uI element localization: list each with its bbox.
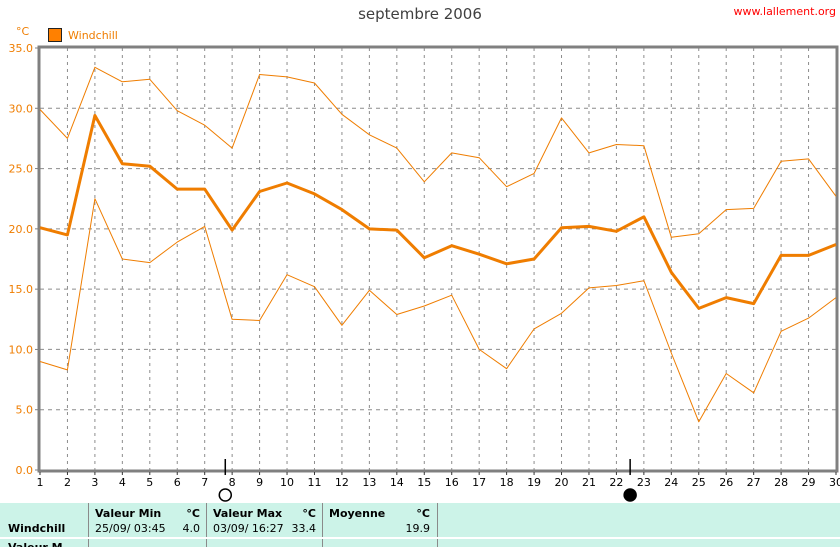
table-divider: [206, 503, 207, 547]
x-axis-tick-label: 6: [174, 476, 181, 489]
valeur-max-value: 33.4: [291, 522, 317, 535]
table-divider: [437, 503, 438, 547]
col-header-unit: °C: [186, 507, 200, 520]
y-axis-unit-label: °C: [16, 25, 30, 38]
x-axis-tick-label: 28: [774, 476, 788, 489]
col-header-valeur-max: Valeur Max: [213, 507, 283, 520]
y-axis-tick-label: 35.0: [9, 42, 34, 55]
x-axis-tick-label: 22: [609, 476, 623, 489]
x-axis-tick-label: 26: [719, 476, 733, 489]
row-label-windchill: Windchill: [8, 522, 66, 535]
x-axis-tick-label: 27: [747, 476, 761, 489]
full-moon-icon: [218, 488, 233, 502]
y-axis-tick-label: 0.0: [16, 464, 34, 477]
x-axis-tick-label: 14: [390, 476, 404, 489]
legend-label: Windchill: [68, 28, 118, 42]
x-axis-tick-label: 11: [307, 476, 321, 489]
y-axis-tick-label: 10.0: [9, 343, 34, 356]
windchill-daily-mean-line: [39, 114, 837, 310]
chart-legend: Windchill: [48, 28, 118, 42]
x-axis-tick-label: 15: [417, 476, 431, 489]
site-link[interactable]: www.lallement.org: [733, 5, 836, 18]
x-axis-tick-label: 13: [362, 476, 376, 489]
windchill-series-swatch-icon: [48, 28, 62, 42]
y-axis-tick-label: 20.0: [9, 223, 34, 236]
col-header-moyenne: Moyenne: [329, 507, 386, 520]
x-axis-tick-label: 12: [335, 476, 349, 489]
y-axis-tick-label: 25.0: [9, 163, 34, 176]
x-axis-tick-label: 29: [802, 476, 816, 489]
chart-canvas: 35.030.025.020.015.010.05.00.01 2 3 4 5 6 7 8 9 1…: [9, 42, 840, 502]
x-axis-tick-label: 4: [119, 476, 126, 489]
x-axis-tick-label: 16: [445, 476, 459, 489]
x-axis-tick-label: 24: [664, 476, 678, 489]
y-axis-tick-label: 15.0: [9, 283, 34, 296]
x-axis-tick-label: 8: [229, 476, 236, 489]
plot-frame: [37, 45, 839, 473]
partial-next-row-label: Valeur M: [8, 541, 63, 547]
summary-table: Valeur Min °C Valeur Max °C Moyenne °C W…: [0, 503, 840, 547]
y-axis-tick-label: 30.0: [9, 102, 34, 115]
valeur-min-datetime: 25/09/ 03:45: [95, 522, 166, 535]
col-header-valeur-min: Valeur Min: [95, 507, 162, 520]
x-axis-tick-label: 7: [201, 476, 208, 489]
table-divider: [88, 503, 89, 547]
windchill-daily-min-line: [39, 198, 837, 423]
x-axis-tick-label: 21: [582, 476, 596, 489]
x-axis-tick-label: 3: [91, 476, 98, 489]
x-axis-tick-label: 10: [280, 476, 294, 489]
windchill-daily-max-line: [39, 66, 837, 238]
new-moon-icon: [623, 488, 637, 502]
x-axis-tick-label: 9: [256, 476, 263, 489]
valeur-min-value: 4.0: [182, 522, 201, 535]
valeur-max-datetime: 03/09/ 16:27: [213, 522, 284, 535]
page-title: septembre 2006: [358, 5, 482, 23]
x-axis-tick-label: 5: [146, 476, 153, 489]
windchill-chart: 35.0 30.0 25.0 20.0 15.0 10.0 5.0 0.0 1 2 3 4 5 6 7 8 9 1…: [9, 42, 840, 502]
col-header-unit: °C: [302, 507, 316, 520]
x-axis-tick-label: 19: [527, 476, 541, 489]
x-axis-tick-label: 20: [555, 476, 569, 489]
x-axis-tick-label: 23: [637, 476, 651, 489]
moyenne-value: 19.9: [405, 522, 431, 535]
col-header-unit: °C: [416, 507, 430, 520]
x-axis-tick-label: 25: [692, 476, 706, 489]
table-row-divider: [0, 537, 840, 539]
y-axis-tick-label: 5.0: [16, 404, 34, 417]
x-axis-tick-label: 18: [500, 476, 514, 489]
x-axis-tick-label: 1: [37, 476, 44, 489]
table-divider: [322, 503, 323, 547]
x-axis-tick-label: 2: [64, 476, 71, 489]
x-axis-tick-label: 17: [472, 476, 486, 489]
x-axis-tick-label: 30: [829, 476, 840, 489]
